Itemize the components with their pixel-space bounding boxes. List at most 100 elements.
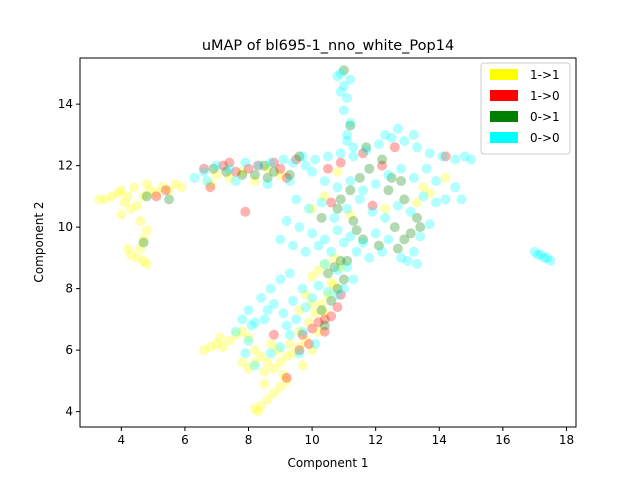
data-point-3-9 bbox=[342, 136, 353, 146]
data-point-0-63 bbox=[249, 403, 260, 414]
data-point-3-8 bbox=[335, 86, 346, 97]
data-point-2-9 bbox=[294, 151, 305, 162]
data-point-3-27 bbox=[392, 123, 403, 134]
legend-label-1: 1->0 bbox=[530, 89, 560, 103]
data-point-1-6 bbox=[224, 157, 235, 168]
data-point-1-12 bbox=[240, 206, 251, 217]
data-point-0-26 bbox=[141, 225, 152, 236]
data-point-2-14 bbox=[335, 255, 346, 266]
data-point-0-84 bbox=[249, 176, 260, 186]
data-point-0-42 bbox=[268, 363, 279, 374]
data-point-3-39 bbox=[431, 176, 442, 186]
data-point-3-14 bbox=[335, 148, 346, 159]
data-point-1-8 bbox=[253, 160, 264, 171]
data-point-2-5 bbox=[237, 169, 248, 180]
data-point-3-16 bbox=[361, 145, 372, 156]
data-point-3-95 bbox=[265, 283, 276, 294]
data-point-3-35 bbox=[383, 169, 394, 180]
data-point-3-48 bbox=[392, 200, 403, 211]
data-point-3-112 bbox=[310, 339, 321, 349]
legend-label-3: 0->0 bbox=[530, 131, 560, 145]
data-point-3-19 bbox=[399, 136, 410, 146]
data-point-3-117 bbox=[536, 249, 546, 260]
data-point-3-83 bbox=[338, 283, 349, 294]
data-point-2-12 bbox=[323, 268, 333, 279]
data-point-0-80 bbox=[326, 277, 337, 288]
data-point-2-13 bbox=[329, 262, 340, 273]
y-tick-label-0: 4 bbox=[65, 405, 73, 419]
data-point-3-127 bbox=[278, 154, 289, 165]
data-point-0-0 bbox=[94, 194, 105, 205]
data-point-0-56 bbox=[253, 406, 264, 417]
data-point-3-121 bbox=[199, 166, 209, 177]
data-point-1-30 bbox=[389, 142, 400, 153]
data-point-3-98 bbox=[291, 314, 302, 325]
data-point-3-120 bbox=[545, 255, 556, 266]
data-point-2-40 bbox=[345, 120, 356, 131]
data-point-3-72 bbox=[300, 246, 311, 257]
data-point-3-6 bbox=[332, 71, 343, 82]
data-point-0-67 bbox=[316, 299, 327, 309]
legend-label-2: 0->1 bbox=[530, 110, 560, 124]
data-point-3-105 bbox=[246, 320, 257, 331]
plot-frame bbox=[79, 57, 577, 428]
data-point-3-130 bbox=[284, 176, 295, 186]
data-point-3-97 bbox=[284, 268, 295, 279]
data-point-0-86 bbox=[275, 169, 286, 180]
data-point-3-34 bbox=[370, 179, 381, 190]
legend-swatch-3 bbox=[490, 132, 518, 143]
data-point-0-93 bbox=[418, 182, 429, 193]
data-point-0-6 bbox=[119, 197, 130, 208]
data-point-3-18 bbox=[386, 132, 397, 143]
data-point-3-30 bbox=[319, 176, 330, 186]
data-point-0-20 bbox=[125, 249, 136, 260]
x-tick-label-3: 10 bbox=[304, 433, 319, 447]
data-point-3-74 bbox=[326, 246, 337, 257]
data-point-0-72 bbox=[300, 289, 311, 300]
data-point-2-43 bbox=[415, 222, 426, 233]
data-point-2-39 bbox=[338, 65, 349, 76]
data-point-3-87 bbox=[297, 283, 308, 294]
data-point-0-3 bbox=[113, 188, 124, 199]
data-point-0-30 bbox=[211, 339, 222, 349]
data-point-1-33 bbox=[326, 197, 337, 208]
data-point-3-47 bbox=[380, 212, 391, 223]
data-point-0-75 bbox=[307, 271, 318, 282]
data-point-3-106 bbox=[240, 348, 251, 359]
data-point-2-31 bbox=[399, 234, 410, 245]
data-point-1-13 bbox=[268, 157, 279, 168]
data-point-0-23 bbox=[141, 259, 152, 269]
data-point-2-42 bbox=[383, 185, 394, 196]
data-point-3-89 bbox=[278, 308, 289, 319]
data-point-0-36 bbox=[214, 332, 225, 343]
data-point-0-9 bbox=[132, 200, 143, 211]
data-point-0-34 bbox=[237, 326, 248, 337]
data-point-3-7 bbox=[345, 74, 356, 85]
data-point-0-83 bbox=[237, 166, 248, 177]
data-point-2-1 bbox=[138, 237, 149, 248]
data-point-2-28 bbox=[396, 176, 407, 186]
data-point-3-108 bbox=[265, 348, 276, 359]
y-tick-label-4: 12 bbox=[58, 159, 73, 173]
data-point-3-132 bbox=[230, 176, 241, 186]
data-point-3-134 bbox=[202, 176, 213, 186]
data-point-3-76 bbox=[351, 246, 362, 257]
data-point-3-114 bbox=[243, 335, 254, 346]
data-point-3-131 bbox=[262, 179, 273, 190]
data-point-3-22 bbox=[437, 151, 448, 162]
data-point-2-20 bbox=[319, 320, 330, 331]
data-point-3-75 bbox=[338, 237, 349, 248]
data-point-2-11 bbox=[259, 160, 270, 171]
data-point-2-15 bbox=[338, 274, 349, 285]
data-point-3-79 bbox=[319, 259, 330, 269]
data-point-0-31 bbox=[218, 342, 229, 353]
data-point-0-19 bbox=[122, 243, 133, 254]
data-point-3-42 bbox=[316, 197, 327, 208]
data-point-0-87 bbox=[205, 179, 216, 190]
data-point-3-102 bbox=[262, 305, 273, 316]
data-point-2-30 bbox=[389, 222, 400, 233]
data-point-3-103 bbox=[237, 314, 248, 325]
data-point-1-2 bbox=[205, 182, 216, 193]
data-point-2-23 bbox=[345, 185, 356, 196]
